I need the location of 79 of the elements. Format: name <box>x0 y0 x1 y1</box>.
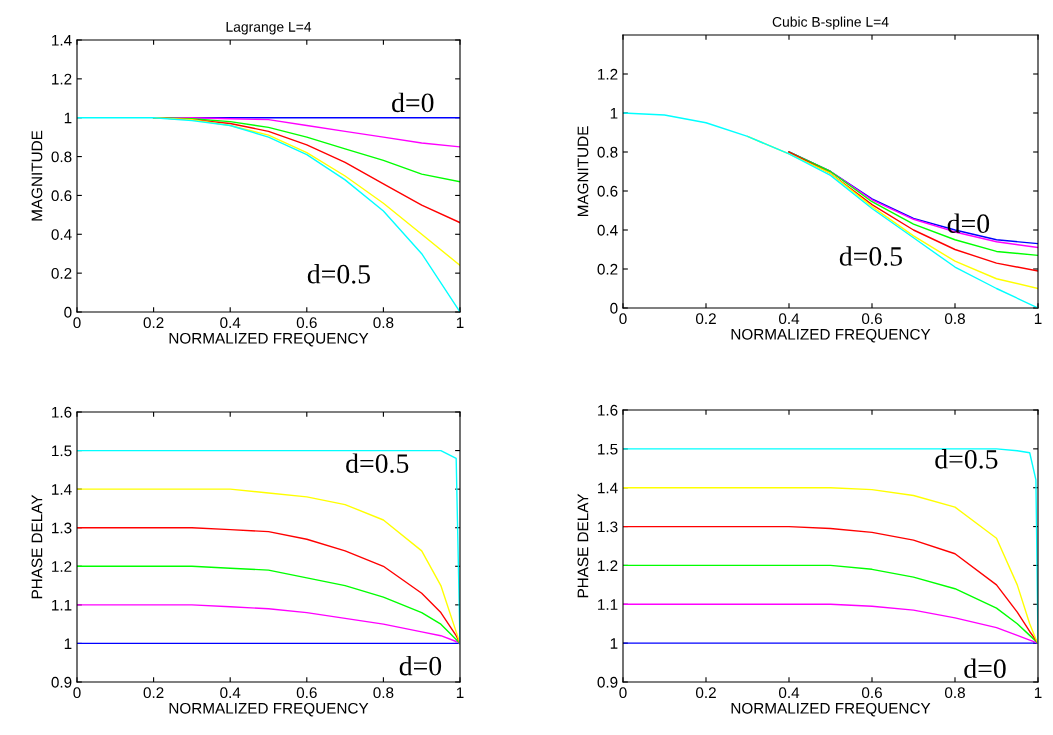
x-tick-label: 1 <box>1034 687 1042 698</box>
annotation: d=0 <box>947 213 990 234</box>
line-series <box>623 525 1038 644</box>
y-axis-title: PHASE DELAY <box>31 494 43 599</box>
x-tick-label: 1 <box>456 687 464 698</box>
x-tick-label: 0.2 <box>695 313 716 325</box>
x-axis-title: NORMALIZED FREQUENCY <box>731 702 931 717</box>
line-series <box>77 565 460 645</box>
x-tick-label: 1 <box>1034 313 1042 324</box>
line-series <box>77 604 460 645</box>
y-tick-label: 1.2 <box>52 73 72 85</box>
y-tick-label: 1.2 <box>598 560 618 571</box>
x-tick-label: 0.4 <box>778 687 800 699</box>
x-tick-label: 0.6 <box>296 317 317 329</box>
y-tick-label: 0.8 <box>597 146 618 158</box>
x-tick-label: 0.4 <box>220 317 241 329</box>
y-tick-label: 0.9 <box>51 676 72 688</box>
y-axis-title: MAGNITUDE <box>577 126 589 217</box>
annotation: d=0.5 <box>935 449 998 469</box>
y-tick-label: 1.2 <box>598 68 618 80</box>
x-tick-label: 0.8 <box>373 317 394 329</box>
y-axis-title: MAGNITUDE <box>31 130 43 221</box>
y-tick-label: 1.4 <box>598 482 618 494</box>
y-tick-label: 1.4 <box>52 35 72 46</box>
y-tick-label: 0.8 <box>51 151 72 163</box>
annotation: d=0 <box>399 655 442 676</box>
x-axis-title: NORMALIZED FREQUENCY <box>731 328 931 343</box>
y-tick-label: 1.2 <box>52 561 72 572</box>
annotation: d=0.5 <box>346 453 409 474</box>
y-tick-label: 0.9 <box>597 676 618 688</box>
y-tick-label: 1 <box>610 108 618 119</box>
y-tick-label: 0.6 <box>51 190 72 202</box>
line-series <box>77 527 460 645</box>
y-tick-label: 1.6 <box>598 404 618 416</box>
line-series <box>623 603 1038 644</box>
y-tick-label: 1 <box>610 638 618 649</box>
x-tick-label: 0.8 <box>944 313 965 325</box>
y-tick-label: 0.4 <box>51 229 72 240</box>
x-tick-label: 0 <box>619 687 627 699</box>
y-tick-label: 0.4 <box>597 224 618 236</box>
annotation: d=0.5 <box>839 246 902 266</box>
x-axis-title: NORMALIZED FREQUENCY <box>169 702 369 717</box>
x-tick-label: 0.6 <box>296 687 317 699</box>
y-tick-label: 0.2 <box>51 268 72 279</box>
y-tick-label: 1.5 <box>598 443 618 455</box>
y-tick-label: 1.1 <box>598 599 618 610</box>
y-tick-label: 1.1 <box>52 599 72 611</box>
x-tick-label: 0.6 <box>861 687 882 699</box>
x-tick-label: 0.4 <box>220 687 241 699</box>
y-tick-label: 1.4 <box>52 484 72 495</box>
annotation: d=0 <box>964 658 1006 679</box>
chart-title: Lagrange L=4 <box>226 22 312 35</box>
y-tick-label: 1 <box>64 112 72 124</box>
line-series <box>623 487 1038 644</box>
x-tick-label: 0.2 <box>695 687 716 699</box>
y-tick-label: 0.6 <box>597 185 618 197</box>
x-tick-label: 0.2 <box>143 317 164 329</box>
x-tick-label: 0.8 <box>373 687 394 699</box>
y-tick-label: 1.5 <box>52 445 72 457</box>
annotation: d=0 <box>392 92 434 113</box>
x-tick-label: 0 <box>619 313 627 325</box>
x-tick-label: 0.8 <box>944 687 965 699</box>
chart-title: Cubic B-spline L=4 <box>772 16 889 30</box>
x-tick-label: 0 <box>73 687 81 699</box>
x-tick-label: 0 <box>73 317 81 329</box>
y-tick-label: 1.3 <box>598 521 618 533</box>
line-series <box>623 564 1038 644</box>
x-tick-label: 0.2 <box>143 687 164 699</box>
y-tick-label: 1.6 <box>52 406 72 418</box>
y-tick-label: 1.3 <box>52 522 72 534</box>
y-tick-label: 0.2 <box>597 263 618 275</box>
x-tick-label: 1 <box>456 317 464 328</box>
x-tick-label: 0.6 <box>861 313 882 325</box>
y-axis-title: PHASE DELAY <box>577 493 589 598</box>
y-tick-label: 0 <box>610 302 618 314</box>
x-axis-title: NORMALIZED FREQUENCY <box>169 332 369 347</box>
x-tick-label: 0.4 <box>778 313 800 325</box>
annotation: d=0.5 <box>307 264 370 284</box>
y-tick-label: 1 <box>64 638 72 649</box>
